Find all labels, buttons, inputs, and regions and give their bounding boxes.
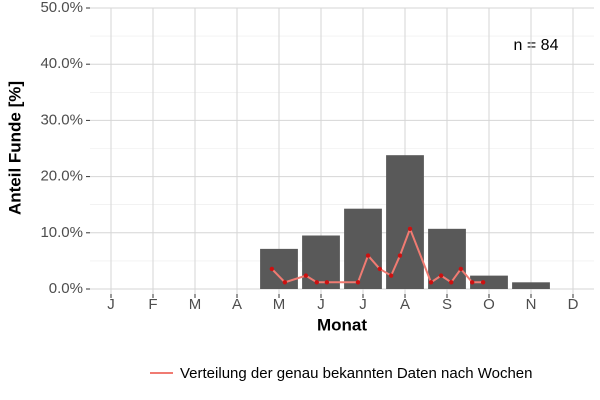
bar	[512, 282, 550, 289]
weekly-point	[314, 280, 319, 285]
weekly-point	[458, 266, 464, 272]
x-tick-label: D	[568, 296, 579, 313]
y-tick-label: 40.0%	[40, 55, 83, 72]
x-tick-label: J	[317, 296, 325, 313]
x-tick-label: F	[148, 296, 157, 313]
weekly-point	[388, 273, 394, 278]
x-tick-label: O	[483, 296, 495, 313]
legend-label: Verteilung der genau bekannten Daten nac…	[180, 365, 533, 382]
bar	[302, 235, 340, 289]
x-tick-label: S	[442, 296, 452, 313]
weekly-point	[377, 266, 382, 272]
y-tick-label: 20.0%	[40, 168, 83, 185]
weekly-point	[470, 280, 475, 285]
x-tick-label: A	[400, 296, 410, 313]
weekly-point	[282, 280, 288, 285]
bar	[470, 275, 508, 289]
weekly-point	[397, 253, 403, 258]
weekly-point	[365, 253, 371, 258]
x-tick-label: N	[526, 296, 537, 313]
weekly-point	[355, 280, 361, 285]
y-axis-label: Anteil Funde [%]	[5, 81, 24, 215]
bar	[386, 155, 424, 289]
annotation: n = 84	[514, 37, 559, 54]
weekly-point	[428, 280, 434, 285]
weekly-point	[449, 280, 454, 285]
y-tick-label: 50.0%	[40, 0, 83, 16]
bar	[260, 248, 298, 289]
weekly-point	[269, 266, 275, 272]
weekly-point	[438, 273, 444, 278]
x-tick-label: M	[273, 296, 286, 313]
x-tick-label: A	[232, 296, 242, 313]
y-tick-label: 0.0%	[49, 280, 83, 297]
x-tick-label: J	[359, 296, 367, 313]
weekly-point	[324, 280, 330, 285]
weekly-point	[480, 280, 486, 285]
y-tick-label: 10.0%	[40, 224, 83, 241]
x-tick-label: M	[189, 296, 202, 313]
x-tick-label: J	[107, 296, 115, 313]
x-axis-label: Monat	[317, 315, 367, 334]
y-tick-label: 30.0%	[40, 111, 83, 128]
bar	[344, 208, 382, 289]
weekly-point	[303, 273, 309, 278]
weekly-point	[407, 226, 413, 232]
